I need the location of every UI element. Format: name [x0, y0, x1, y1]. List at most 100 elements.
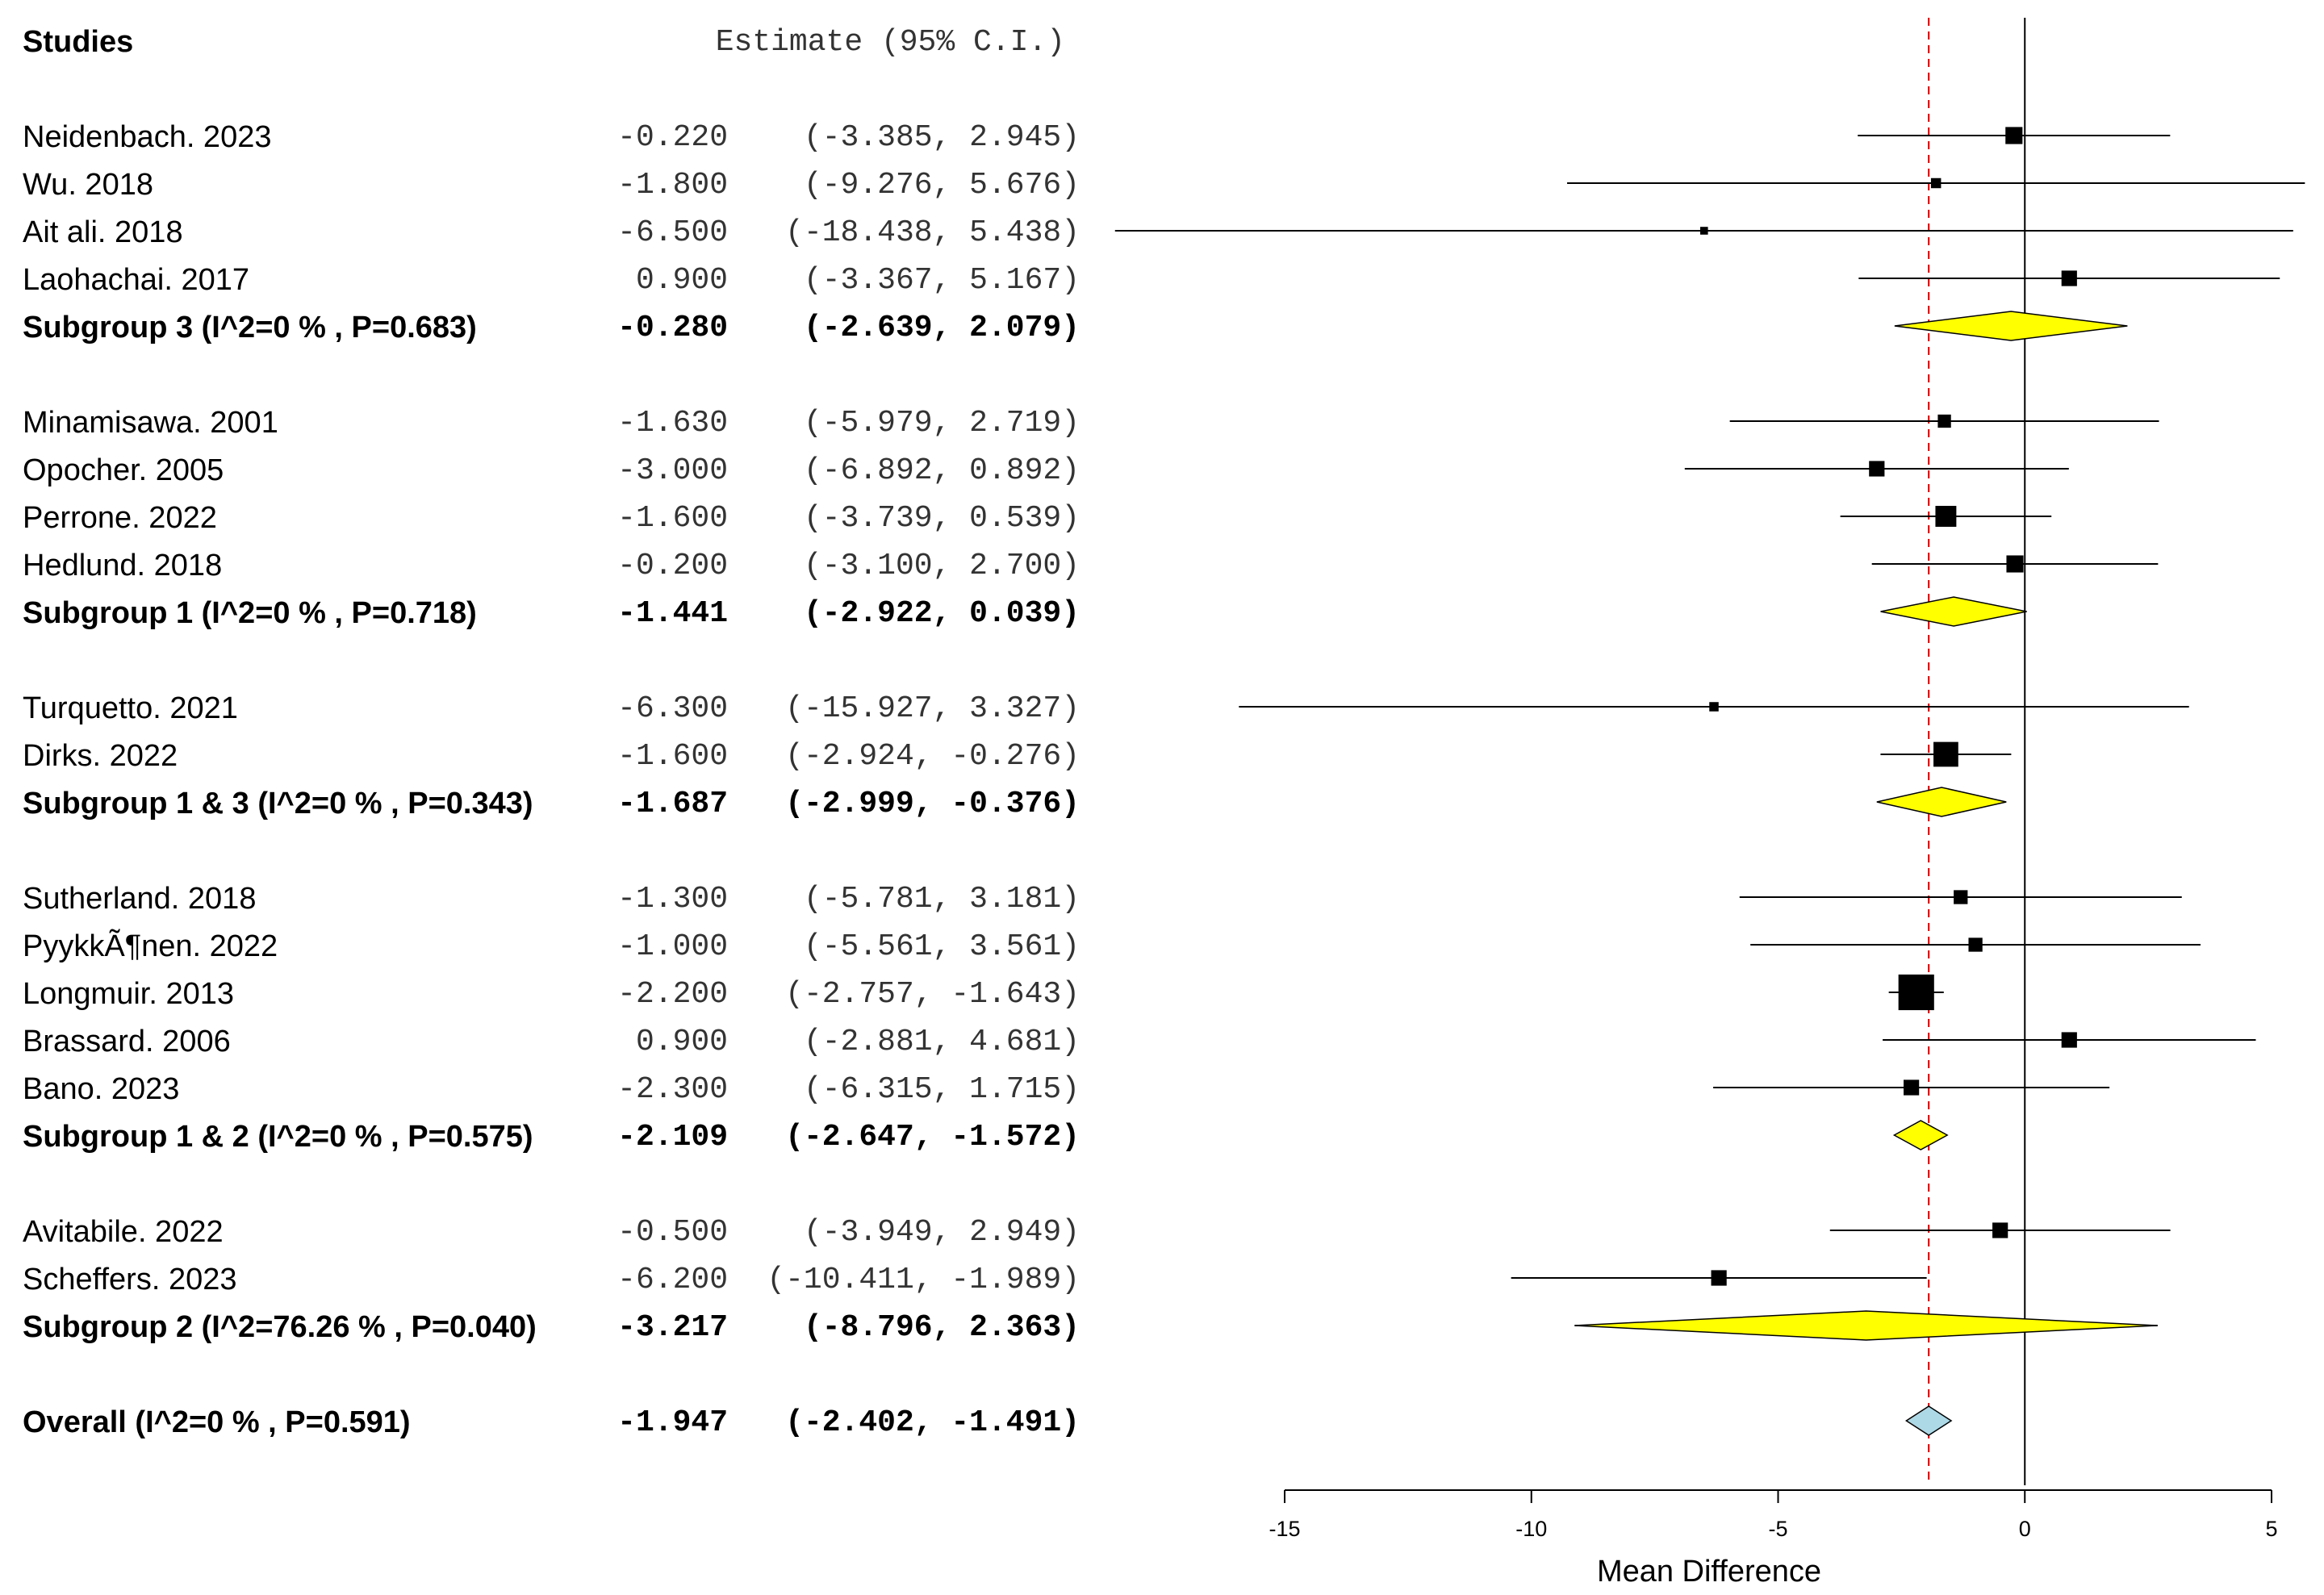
effect-box [1954, 890, 1968, 904]
effect-box [1968, 937, 1983, 952]
row-ci: (-10.411, -1.989) [767, 1263, 1080, 1297]
effect-box [1930, 177, 1942, 189]
overall-row: Overall (I^2=0 % , P=0.591) -1.947 (-2.402… [23, 1405, 1080, 1440]
row-ci: (-18.438, 5.438) [785, 215, 1080, 250]
row-estimate: -1.800 [617, 168, 728, 203]
study-row: Longmuir. 2013 -2.200 (-2.757, -1.643) [23, 977, 1080, 1012]
study-table: Neidenbach. 2023 -0.220 (-3.385, 2.945) Wu.… [23, 120, 1080, 1440]
row-estimate: -2.300 [617, 1072, 728, 1107]
effect-box [2061, 1032, 2077, 1048]
row-ci: (-2.924, -0.276) [785, 739, 1080, 774]
study-row: Wu. 2018 -1.800 (-9.276, 5.676) [23, 168, 1080, 203]
row-ci: (-8.796, 2.363) [804, 1310, 1080, 1345]
row-label: Overall (I^2=0 % , P=0.591) [23, 1405, 411, 1439]
table-header: Studies Estimate (95% C.I.) [23, 25, 1065, 60]
subgroup-row: Subgroup 3 (I^2=0 % , P=0.683) -0.280 (-2.… [23, 311, 1080, 345]
row-ci: (-2.647, -1.572) [785, 1120, 1080, 1154]
row-label: Wu. 2018 [23, 168, 153, 202]
row-estimate: -1.687 [617, 787, 728, 821]
row-label: Neidenbach. 2023 [23, 120, 271, 154]
row-ci: (-9.276, 5.676) [804, 168, 1080, 203]
row-estimate: -6.500 [617, 215, 728, 250]
row-label: Subgroup 3 (I^2=0 % , P=0.683) [23, 311, 477, 344]
row-estimate: -3.000 [617, 453, 728, 488]
row-label: Laohachai. 2017 [23, 263, 249, 297]
row-estimate: -2.200 [617, 977, 728, 1012]
row-estimate: -0.500 [617, 1215, 728, 1250]
row-label: PyykkÃ¶nen. 2022 [23, 929, 278, 963]
row-estimate: 0.900 [636, 263, 728, 298]
row-estimate: -1.600 [617, 739, 728, 774]
row-estimate: -1.600 [617, 501, 728, 536]
row-estimate: -2.109 [617, 1120, 728, 1154]
row-ci: (-2.922, 0.039) [804, 596, 1080, 631]
row-ci: (-2.881, 4.681) [804, 1025, 1080, 1059]
row-label: Longmuir. 2013 [23, 977, 234, 1011]
row-ci: (-15.927, 3.327) [785, 691, 1080, 726]
row-estimate: -1.000 [617, 929, 728, 964]
effect-box [1904, 1079, 1920, 1096]
study-row: Bano. 2023 -2.300 (-6.315, 1.715) [23, 1072, 1080, 1107]
row-ci: (-5.781, 3.181) [804, 882, 1080, 916]
row-estimate: -1.630 [617, 406, 728, 441]
x-tick-label: 0 [2019, 1517, 2031, 1541]
effect-box [1869, 461, 1885, 477]
row-estimate: -6.200 [617, 1263, 728, 1297]
row-estimate: -3.217 [617, 1310, 728, 1345]
row-label: Perrone. 2022 [23, 501, 217, 535]
row-label: Avitabile. 2022 [23, 1215, 224, 1249]
x-axis-label: Mean Difference [1597, 1555, 1821, 1589]
row-label: Subgroup 1 & 2 (I^2=0 % , P=0.575) [23, 1120, 533, 1154]
x-tick-label: 5 [2265, 1517, 2277, 1541]
subgroup-row: Subgroup 2 (I^2=76.26 % , P=0.040) -3.217… [23, 1310, 1080, 1345]
row-ci: (-6.892, 0.892) [804, 453, 1080, 488]
row-label: Subgroup 2 (I^2=76.26 % , P=0.040) [23, 1310, 537, 1344]
subgroup-diamond [1876, 787, 2007, 817]
header-studies: Studies [23, 25, 133, 59]
row-label: Minamisawa. 2001 [23, 406, 278, 440]
row-label: Sutherland. 2018 [23, 882, 256, 916]
row-ci: (-2.639, 2.079) [804, 311, 1080, 345]
subgroup-row: Subgroup 1 & 2 (I^2=0 % , P=0.575) -2.109… [23, 1120, 1080, 1154]
effect-box [2005, 127, 2023, 144]
effect-box [1711, 1270, 1727, 1286]
row-label: Opocher. 2005 [23, 453, 224, 487]
row-estimate: -1.441 [617, 596, 728, 631]
x-tick-label: -10 [1515, 1517, 1547, 1541]
effect-box [1935, 506, 1957, 527]
effect-box [1937, 414, 1951, 428]
study-row: Minamisawa. 2001 -1.630 (-5.979, 2.719) [23, 406, 1080, 441]
study-row: Turquetto. 2021 -6.300 (-15.927, 3.327) [23, 691, 1080, 726]
study-row: Ait ali. 2018 -6.500 (-18.438, 5.438) [23, 215, 1080, 250]
x-tick-label: -5 [1768, 1517, 1787, 1541]
row-ci: (-3.100, 2.700) [804, 549, 1080, 583]
study-row: Dirks. 2022 -1.600 (-2.924, -0.276) [23, 739, 1080, 774]
study-row: PyykkÃ¶nen. 2022 -1.000 (-5.561, 3.561) [23, 929, 1080, 964]
subgroup-diamond [1880, 596, 2027, 627]
effect-box [2061, 270, 2077, 286]
row-label: Hedlund. 2018 [23, 549, 222, 582]
row-estimate: -6.300 [617, 691, 728, 726]
row-label: Turquetto. 2021 [23, 691, 238, 725]
row-estimate: -0.200 [617, 549, 728, 583]
subgroup-diamond [1892, 1120, 1949, 1150]
row-ci: (-2.757, -1.643) [785, 977, 1080, 1012]
x-tick-label: -15 [1269, 1517, 1300, 1541]
effect-box [1699, 227, 1708, 235]
row-label: Brassard. 2006 [23, 1025, 231, 1058]
x-axis: Mean Difference -15 -10 -5 0 5 [1269, 1489, 2278, 1589]
row-estimate: -1.947 [617, 1405, 728, 1440]
row-ci: (-6.315, 1.715) [804, 1072, 1080, 1107]
subgroup-diamond [1894, 311, 2128, 341]
study-row: Opocher. 2005 -3.000 (-6.892, 0.892) [23, 453, 1080, 488]
row-label: Ait ali. 2018 [23, 215, 183, 249]
effect-box [1709, 702, 1719, 712]
row-ci: (-5.561, 3.561) [804, 929, 1080, 964]
study-row: Hedlund. 2018 -0.200 (-3.100, 2.700) [23, 549, 1080, 583]
subgroup-row: Subgroup 1 (I^2=0 % , P=0.718) -1.441 (-2.… [23, 596, 1080, 631]
study-row: Brassard. 2006 0.900 (-2.881, 4.681) [23, 1025, 1080, 1059]
row-ci: (-2.402, -1.491) [785, 1405, 1080, 1440]
row-ci: (-3.367, 5.167) [804, 263, 1080, 298]
row-ci: (-5.979, 2.719) [804, 406, 1080, 441]
